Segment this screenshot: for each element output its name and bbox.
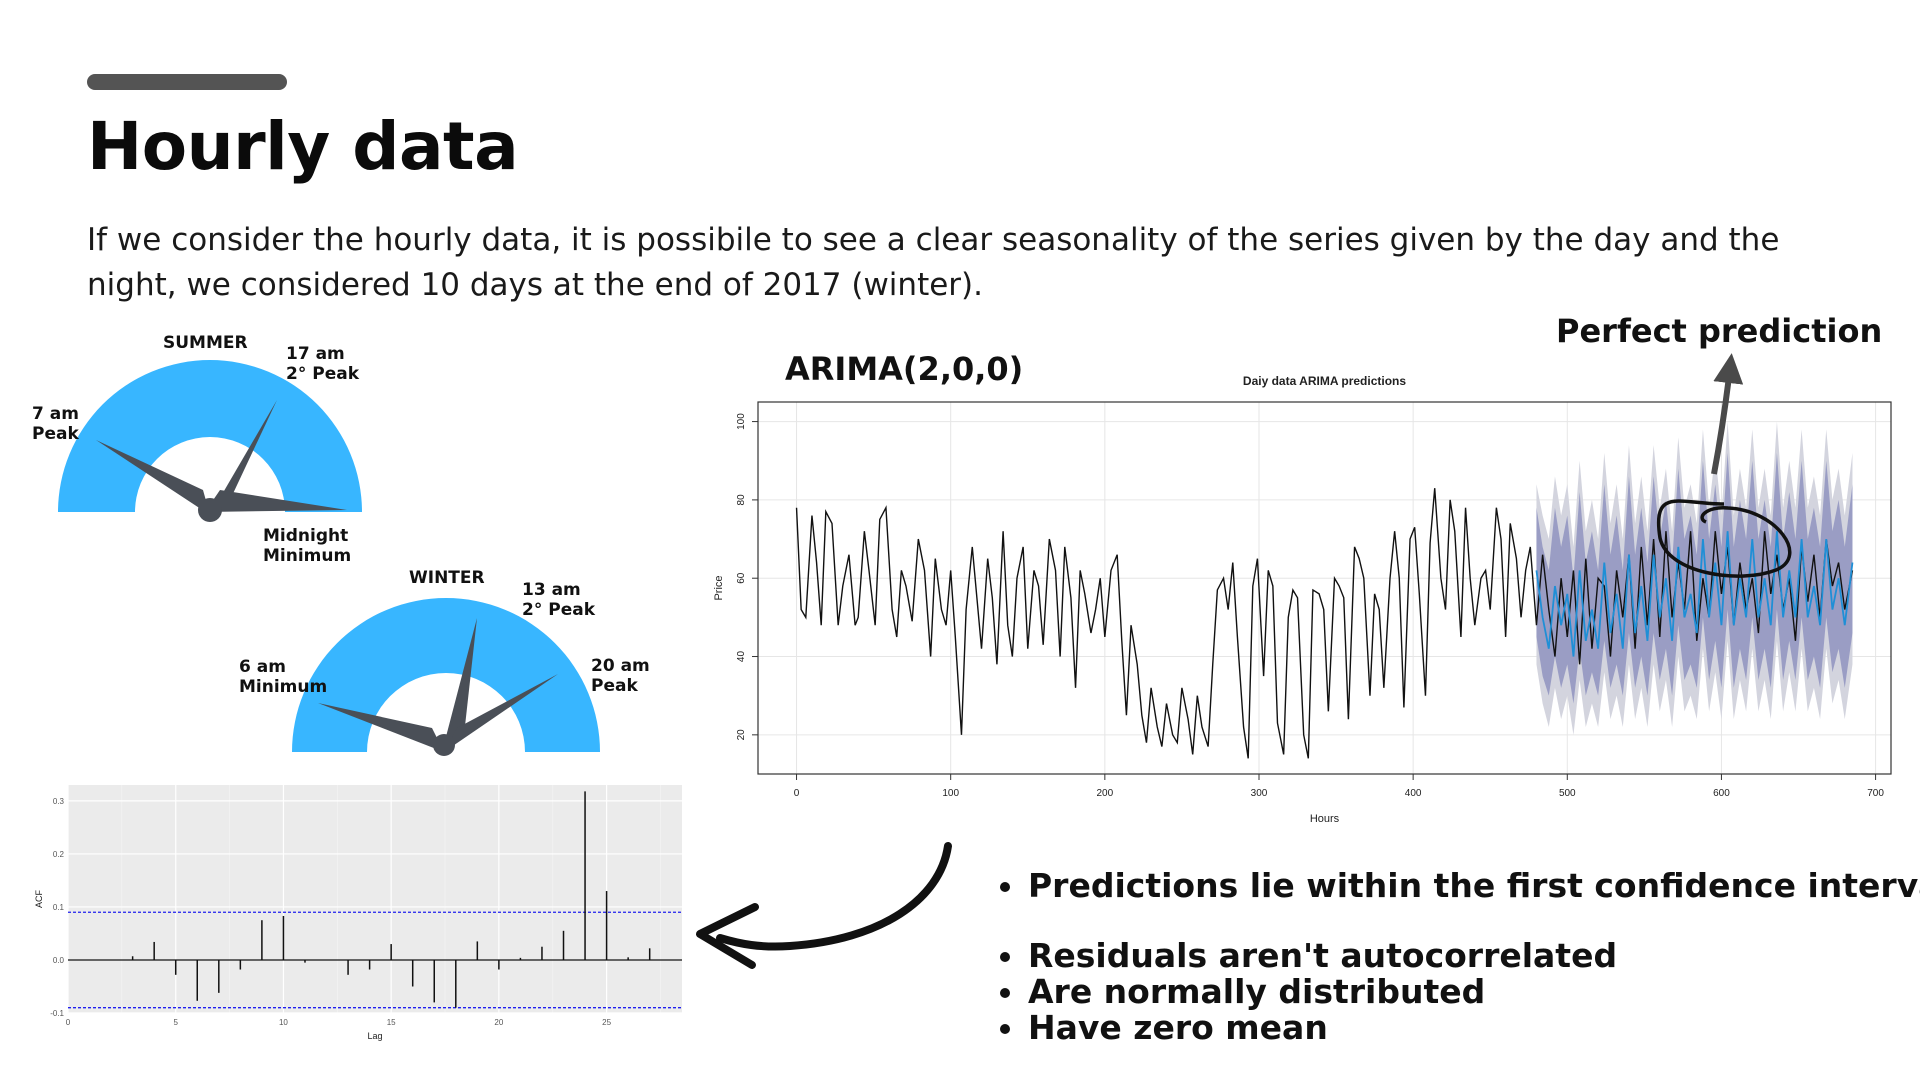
y-tick-label: 100 bbox=[736, 413, 747, 430]
intro-paragraph: If we consider the hourly data, it is po… bbox=[87, 222, 1780, 303]
bullet-item: Are normally distributed bbox=[1000, 974, 1920, 1010]
summer-label-peak: 7 am Peak bbox=[32, 404, 79, 444]
x-tick-label: 0 bbox=[794, 788, 800, 799]
y-axis-title: ACF bbox=[34, 889, 44, 908]
forecast-series-line bbox=[1535, 531, 1854, 657]
summer-gauge-title: SUMMER bbox=[163, 333, 248, 353]
x-tick-label: 500 bbox=[1559, 788, 1576, 799]
bullet-item: Residuals aren't autocorrelated bbox=[1000, 938, 1920, 974]
winter-needle-hub bbox=[433, 734, 455, 756]
conclusions-list: Predictions lie within the first confide… bbox=[1000, 868, 1920, 1046]
residual-acf-chart: 0 5 10 15 20 25 -0.1 0.0 0.1 0.2 0.3 Lag ACF bbox=[34, 785, 682, 1041]
x-tick-label: 25 bbox=[602, 1018, 611, 1027]
chart-title: Daiy data ARIMA predictions bbox=[1243, 374, 1406, 388]
x-tick-label: 200 bbox=[1096, 788, 1113, 799]
winter-needle-second-peak bbox=[442, 618, 477, 752]
plot-frame bbox=[757, 401, 1892, 775]
x-tick-label: 300 bbox=[1251, 788, 1268, 799]
summer-needle-minimum bbox=[205, 490, 347, 512]
page-title: Hourly data bbox=[87, 108, 519, 185]
y-tick-label: 80 bbox=[736, 494, 747, 506]
y-axis-title: Price bbox=[713, 575, 725, 600]
arima-model-title: ARIMA(2,0,0) bbox=[785, 350, 1024, 388]
y-tick-label: 0.0 bbox=[53, 956, 65, 965]
winter-needle-peak bbox=[444, 674, 558, 752]
winter-label-second-peak: 13 am 2° Peak bbox=[522, 580, 596, 620]
summer-label-minimum: Midnight Minimum bbox=[263, 526, 352, 566]
arima-prediction-chart: 0 100 200 300 400 500 600 700 20 40 60 80 100 Hours Pr… bbox=[713, 374, 1892, 825]
x-tick-label: 100 bbox=[942, 788, 959, 799]
y-tick-label: 0.1 bbox=[53, 903, 65, 912]
observed-series-line bbox=[795, 488, 1854, 759]
bullet-item: Have zero mean bbox=[1000, 1010, 1920, 1046]
curved-arrow-head bbox=[696, 903, 759, 969]
accent-bar bbox=[87, 74, 287, 90]
x-tick-label: 600 bbox=[1713, 788, 1730, 799]
summer-needle-peak bbox=[96, 440, 210, 515]
y-tick-label: 60 bbox=[736, 572, 747, 584]
x-tick-label: 20 bbox=[494, 1018, 503, 1027]
perfect-prediction-label: Perfect prediction bbox=[1556, 312, 1883, 350]
summer-needle-hub bbox=[198, 498, 222, 522]
x-tick-label: 15 bbox=[387, 1018, 396, 1027]
y-tick-label: 0.2 bbox=[53, 850, 65, 859]
summer-gauge bbox=[58, 360, 362, 522]
x-tick-label: 0 bbox=[66, 1018, 71, 1027]
x-axis-title: Hours bbox=[1310, 813, 1340, 825]
acf-plot-panel bbox=[68, 785, 682, 1013]
winter-gauge bbox=[292, 598, 600, 756]
y-tick-label: 40 bbox=[736, 651, 747, 663]
winter-label-minimum: 6 am Minimum bbox=[239, 657, 328, 697]
summer-needle-second-peak bbox=[210, 400, 277, 515]
winter-gauge-arc bbox=[292, 598, 600, 752]
summer-label-second-peak: 17 am 2° Peak bbox=[286, 344, 360, 384]
winter-label-peak: 20 am Peak bbox=[591, 656, 650, 696]
x-tick-label: 5 bbox=[173, 1018, 178, 1027]
y-tick-label: 20 bbox=[736, 729, 747, 741]
winter-needle-minimum bbox=[318, 703, 444, 752]
x-tick-label: 400 bbox=[1405, 788, 1422, 799]
x-axis-title: Lag bbox=[367, 1031, 382, 1041]
curved-arrow bbox=[716, 842, 952, 951]
y-tick-label: 0.3 bbox=[53, 797, 65, 806]
y-tick-label: -0.1 bbox=[50, 1009, 64, 1018]
summer-gauge-arc bbox=[58, 360, 362, 512]
bullet-item: Predictions lie within the first confide… bbox=[1000, 868, 1920, 904]
winter-gauge-title: WINTER bbox=[409, 568, 485, 588]
x-tick-label: 700 bbox=[1867, 788, 1884, 799]
x-tick-label: 10 bbox=[279, 1018, 288, 1027]
